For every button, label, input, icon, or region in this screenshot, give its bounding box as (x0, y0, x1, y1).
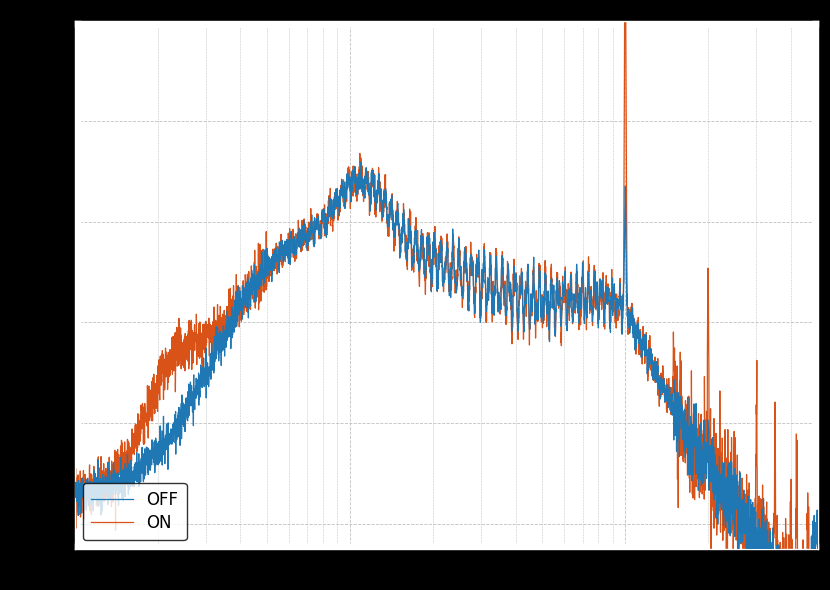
ON (388, 206, 398, 214)
ON (422, 237, 432, 244)
OFF (70, 481, 80, 488)
ON (813, 573, 823, 581)
OFF (388, 211, 398, 218)
ON (382, 214, 392, 221)
Legend: OFF, ON: OFF, ON (83, 483, 187, 540)
OFF (813, 549, 823, 556)
ON (753, 552, 763, 559)
ON (790, 575, 800, 582)
ON (609, 281, 619, 288)
OFF (609, 289, 619, 296)
Line: OFF: OFF (75, 162, 818, 590)
OFF (382, 209, 392, 216)
OFF (753, 562, 763, 569)
Line: ON: ON (75, 0, 818, 590)
ON (70, 493, 80, 500)
OFF (422, 241, 432, 248)
OFF (356, 159, 366, 166)
